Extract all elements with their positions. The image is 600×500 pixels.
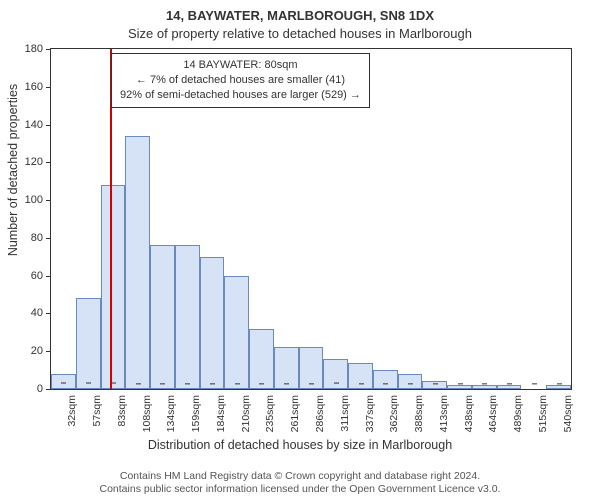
footer-attribution: Contains HM Land Registry data © Crown c…: [0, 470, 600, 496]
chart-container: 14, BAYWATER, MARLBOROUGH, SN8 1DX Size …: [0, 0, 600, 500]
callout-line: 14 BAYWATER: 80sqm: [120, 58, 361, 73]
x-tick: 489sqm: [512, 389, 524, 432]
x-tick: 438sqm: [463, 389, 475, 432]
histogram-bar: [76, 298, 101, 389]
histogram-bar: [175, 245, 200, 389]
x-tick: 286sqm: [314, 389, 326, 432]
x-tick: 515sqm: [537, 389, 549, 432]
footer-line-1: Contains HM Land Registry data © Crown c…: [0, 470, 600, 483]
y-tick: 100: [25, 194, 51, 206]
x-tick: 210sqm: [240, 389, 252, 432]
callout-line: ← 7% of detached houses are smaller (41): [120, 73, 361, 88]
x-tick: 134sqm: [165, 389, 177, 432]
x-tick: 464sqm: [487, 389, 499, 432]
footer-line-2: Contains public sector information licen…: [0, 483, 600, 496]
histogram-bar: [224, 276, 249, 389]
histogram-bar: [51, 374, 76, 389]
y-tick: 180: [25, 43, 51, 55]
x-tick: 235sqm: [264, 389, 276, 432]
x-tick: 57sqm: [91, 389, 103, 427]
histogram-bar: [125, 136, 150, 389]
y-tick: 40: [31, 307, 51, 319]
histogram-bar: [101, 185, 126, 389]
property-callout: 14 BAYWATER: 80sqm← 7% of detached house…: [111, 53, 370, 108]
histogram-bar: [150, 245, 175, 389]
histogram-plot: 02040608010012014016018032sqm57sqm83sqm1…: [50, 48, 572, 390]
x-tick: 311sqm: [339, 389, 351, 432]
y-tick: 60: [31, 270, 51, 282]
y-tick: 20: [31, 345, 51, 357]
y-tick: 140: [25, 119, 51, 131]
x-tick: 261sqm: [289, 389, 301, 432]
x-tick: 159sqm: [190, 389, 202, 432]
histogram-bar: [373, 370, 398, 389]
histogram-bar: [200, 257, 225, 389]
x-tick: 362sqm: [388, 389, 400, 432]
x-tick: 337sqm: [364, 389, 376, 432]
page-title: 14, BAYWATER, MARLBOROUGH, SN8 1DX: [0, 8, 600, 23]
y-tick: 80: [31, 232, 51, 244]
x-tick: 388sqm: [413, 389, 425, 432]
callout-line: 92% of semi-detached houses are larger (…: [120, 88, 361, 103]
x-tick: 108sqm: [141, 389, 153, 432]
histogram-bar: [348, 363, 373, 389]
x-tick: 540sqm: [562, 389, 574, 432]
x-tick: 32sqm: [66, 389, 78, 427]
x-tick: 83sqm: [116, 389, 128, 427]
x-tick: 413sqm: [438, 389, 450, 432]
y-tick: 0: [37, 383, 51, 395]
page-subtitle: Size of property relative to detached ho…: [0, 26, 600, 41]
histogram-bar: [398, 374, 423, 389]
y-axis-label: Number of detached properties: [6, 0, 20, 420]
y-tick: 160: [25, 81, 51, 93]
histogram-bar: [323, 359, 348, 389]
y-tick: 120: [25, 156, 51, 168]
x-tick: 184sqm: [215, 389, 227, 432]
x-axis-label: Distribution of detached houses by size …: [0, 438, 600, 452]
histogram-bar: [249, 329, 274, 389]
